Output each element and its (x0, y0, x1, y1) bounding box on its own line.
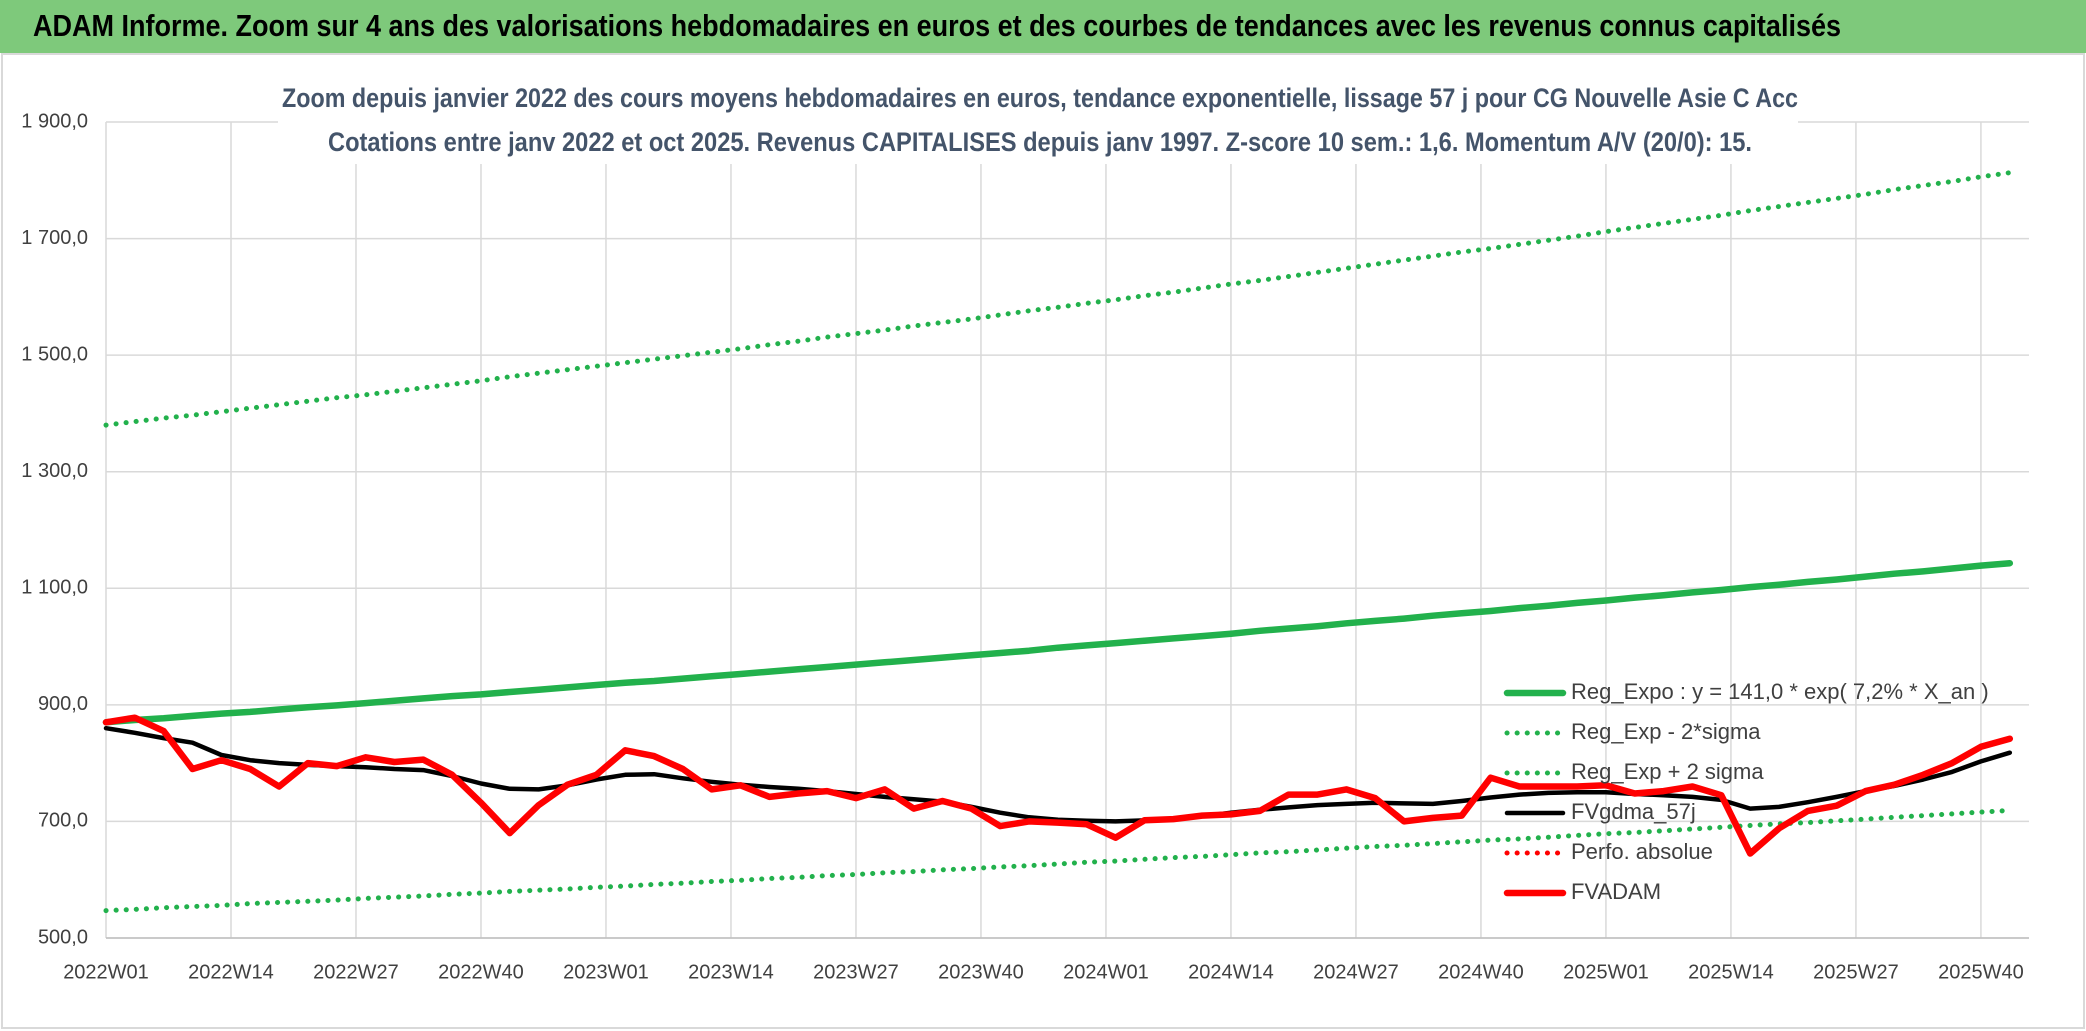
x-tick-label: 2024W40 (1438, 961, 1524, 983)
series-line (102, 559, 2014, 726)
legend-label: Reg_Exp - 2*sigma (1571, 719, 1761, 744)
y-tick-label: 1 900,0 (21, 110, 88, 132)
series-line (103, 170, 2013, 428)
x-tick-label: 2024W27 (1313, 961, 1399, 983)
x-tick-label: 2022W40 (438, 961, 524, 983)
x-tick-label: 2023W40 (938, 961, 1024, 983)
legend-label: FVgdma_57j (1571, 799, 1696, 824)
legend-label: Perfo. absolue (1571, 839, 1713, 864)
y-tick-label: 1 300,0 (21, 460, 88, 482)
chart-border (1, 53, 2085, 1029)
y-tick-label: 1 100,0 (21, 577, 88, 599)
y-tick-label: 900,0 (38, 693, 88, 715)
x-tick-label: 2025W14 (1688, 961, 1774, 983)
series-line (102, 714, 2014, 857)
x-tick-label: 2025W27 (1813, 961, 1899, 983)
y-tick-label: 1 500,0 (21, 343, 88, 365)
legend-label: Reg_Exp + 2 sigma (1571, 759, 1764, 784)
subtitle-line: Cotations entre janv 2022 et oct 2025. R… (328, 127, 1752, 157)
subtitle-line: Zoom depuis janvier 2022 des cours moyen… (282, 83, 1798, 113)
title-bar (0, 0, 2086, 53)
x-tick-label: 2025W40 (1938, 961, 2024, 983)
x-tick-label: 2024W14 (1188, 961, 1274, 983)
x-tick-label: 2023W01 (563, 961, 649, 983)
chart-title: ADAM Informe. Zoom sur 4 ans des valoris… (33, 8, 1841, 43)
x-tick-label: 2022W27 (313, 961, 399, 983)
legend-label: FVADAM (1571, 879, 1661, 904)
x-tick-label: 2024W01 (1063, 961, 1149, 983)
legend-label: Reg_Expo : y = 141,0 * exp( 7,2% * X_an … (1571, 679, 1989, 704)
x-tick-label: 2023W14 (688, 961, 774, 983)
y-tick-label: 1 700,0 (21, 227, 88, 249)
x-tick-label: 2022W14 (188, 961, 274, 983)
y-tick-label: 700,0 (38, 810, 88, 832)
x-tick-label: 2025W01 (1563, 961, 1649, 983)
x-tick-label: 2022W01 (63, 961, 149, 983)
subtitle-box (278, 80, 1798, 164)
x-tick-label: 2023W27 (813, 961, 899, 983)
y-tick-label: 500,0 (38, 926, 88, 948)
